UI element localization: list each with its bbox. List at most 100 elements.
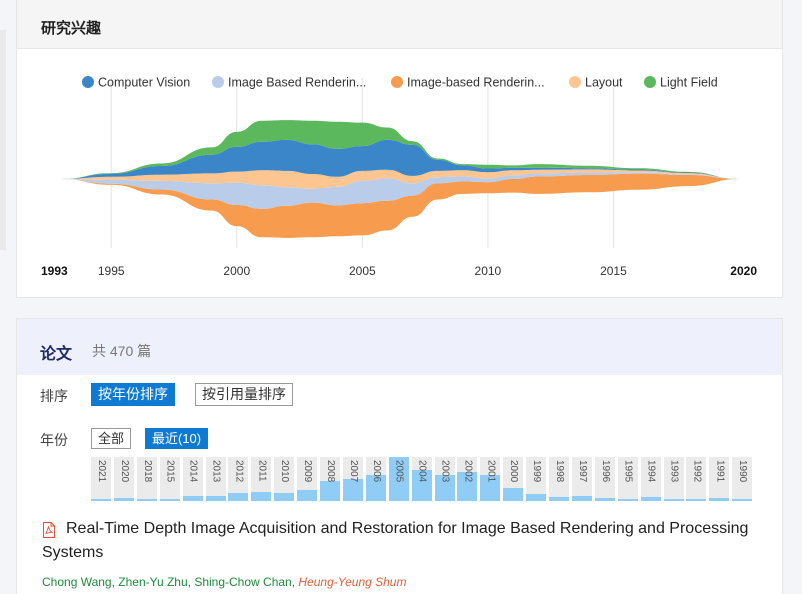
year-bar-label: 2013 bbox=[210, 460, 222, 483]
legend-label: Layout bbox=[585, 76, 623, 90]
year-bar-2011[interactable]: 2011 bbox=[251, 457, 272, 501]
year-bar-label: 1994 bbox=[645, 460, 657, 483]
year-bar-1994[interactable]: 1994 bbox=[640, 457, 661, 501]
legend-item-layout[interactable]: Layout bbox=[569, 76, 623, 90]
year-bar-fill bbox=[594, 497, 615, 501]
year-bar-fill bbox=[732, 499, 753, 501]
year-bar-label: 2005 bbox=[393, 460, 405, 483]
stream-layer-image-based-renderin[interactable] bbox=[61, 172, 739, 209]
author-link[interactable]: Chong Wang bbox=[42, 575, 112, 589]
year-bar-fill bbox=[182, 495, 203, 501]
legend-item-image-based-renderin[interactable]: Image Based Renderin... bbox=[212, 76, 366, 90]
year-all-button[interactable]: 全部 bbox=[91, 428, 132, 449]
year-bar-label: 1993 bbox=[668, 460, 680, 483]
x-tick-label: 2015 bbox=[600, 264, 627, 278]
year-bar-label: 1990 bbox=[737, 460, 749, 483]
sort-by-citation-button[interactable]: 按引用量排序 bbox=[195, 383, 293, 406]
year-bar-1993[interactable]: 1993 bbox=[663, 457, 684, 501]
year-bar-fill bbox=[571, 495, 592, 501]
stream-layer-computer-vision[interactable] bbox=[61, 139, 739, 179]
year-bar-2015[interactable]: 2015 bbox=[159, 457, 180, 501]
author-separator: , bbox=[111, 575, 119, 589]
legend-item-computer-vision[interactable]: Computer Vision bbox=[82, 76, 190, 90]
legend-item-light-field[interactable]: Light Field bbox=[644, 76, 718, 90]
legend-label: Image-based Renderin... bbox=[407, 76, 545, 90]
year-bar-label: 2003 bbox=[439, 460, 451, 483]
year-bar-label: 2000 bbox=[508, 460, 520, 483]
sort-by-year-button[interactable]: 按年份排序 bbox=[91, 383, 175, 406]
year-bar-2018[interactable]: 2018 bbox=[136, 457, 157, 501]
year-bar-2012[interactable]: 2012 bbox=[228, 457, 249, 501]
x-tick-label: 2020 bbox=[730, 264, 757, 278]
year-bar-2006[interactable]: 2006 bbox=[365, 457, 386, 501]
year-recent-button[interactable]: 最近(10) bbox=[145, 428, 209, 449]
year-bar-label: 2014 bbox=[187, 460, 199, 483]
stream-layer-light-field[interactable] bbox=[61, 120, 739, 179]
year-bar-fill bbox=[503, 487, 524, 501]
year-bar-2020[interactable]: 2020 bbox=[113, 457, 134, 501]
author-link[interactable]: Shing-Chow Chan bbox=[194, 575, 292, 589]
year-bar-fill bbox=[91, 498, 111, 501]
year-bar-1999[interactable]: 1999 bbox=[526, 457, 547, 501]
year-bar-1990[interactable]: 1990 bbox=[732, 457, 753, 501]
paper-title-link[interactable]: Real-Time Depth Image Acquisition and Re… bbox=[42, 520, 749, 561]
year-bar-2005[interactable]: 2005 bbox=[388, 457, 409, 501]
year-bar-fill bbox=[640, 497, 661, 501]
year-bar-label: 1991 bbox=[714, 460, 726, 483]
year-bar-2000[interactable]: 2000 bbox=[503, 457, 524, 501]
year-bar-2004[interactable]: 2004 bbox=[411, 457, 432, 501]
year-bar-1997[interactable]: 1997 bbox=[571, 457, 592, 501]
year-bar-label: 1992 bbox=[691, 460, 703, 483]
year-bar-label: 2018 bbox=[141, 460, 153, 483]
year-bar-fill bbox=[434, 474, 455, 501]
year-bar-label: 2020 bbox=[118, 460, 130, 483]
x-tick-label: 1993 bbox=[41, 264, 68, 278]
author-link[interactable]: Heung-Yeung Shum bbox=[298, 575, 407, 589]
year-bar-label: 2021 bbox=[96, 460, 107, 483]
year-bar-2013[interactable]: 2013 bbox=[205, 457, 226, 501]
year-bar-2014[interactable]: 2014 bbox=[182, 457, 203, 501]
year-bar-label: 2008 bbox=[325, 460, 336, 483]
research-interest-card: 研究兴趣 1993 1995 2000 2005 2010 2015 2020 Compute… bbox=[16, 0, 783, 298]
year-bar-label: 2015 bbox=[164, 460, 176, 483]
year-bar-1998[interactable]: 1998 bbox=[549, 457, 569, 501]
year-bar-2008[interactable]: 2008 bbox=[320, 457, 340, 501]
paper-authors: Chong Wang, Zhen-Yu Zhu, Shing-Chow Chan… bbox=[42, 575, 406, 589]
year-bar-fill bbox=[251, 492, 272, 501]
year-bar-1991[interactable]: 1991 bbox=[709, 457, 730, 501]
year-bar-2003[interactable]: 2003 bbox=[434, 457, 455, 501]
year-bar-1992[interactable]: 1992 bbox=[686, 457, 707, 501]
year-bar-label: 2001 bbox=[485, 460, 497, 483]
year-bar-2009[interactable]: 2009 bbox=[297, 457, 318, 501]
year-bar-fill bbox=[663, 499, 684, 501]
legend-item-image-based-renderin[interactable]: Image-based Renderin... bbox=[391, 76, 545, 90]
year-bar-fill bbox=[480, 474, 501, 501]
stream-layer-image-based-renderin[interactable] bbox=[61, 173, 739, 238]
year-bar-1996[interactable]: 1996 bbox=[594, 457, 615, 501]
year-bar-label: 2006 bbox=[370, 460, 382, 483]
pdf-icon[interactable] bbox=[42, 522, 56, 538]
year-bar-2001[interactable]: 2001 bbox=[480, 457, 501, 501]
legend-swatch bbox=[212, 76, 224, 88]
year-bar-label: 2004 bbox=[416, 460, 428, 483]
papers-count: 共 470 篇 bbox=[92, 343, 152, 359]
year-bar-label: 2011 bbox=[256, 460, 268, 482]
year-bar-label: 2009 bbox=[302, 460, 314, 483]
year-bar-label: 1997 bbox=[576, 460, 588, 483]
author-separator: , bbox=[291, 575, 299, 589]
stream-layer-layout[interactable] bbox=[61, 169, 739, 189]
year-bar-2002[interactable]: 2002 bbox=[457, 457, 478, 501]
legend-swatch bbox=[569, 76, 581, 88]
legend-swatch bbox=[391, 76, 403, 88]
year-bar-2010[interactable]: 2010 bbox=[274, 457, 295, 501]
year-bar-fill bbox=[228, 493, 249, 501]
year-bar-fill bbox=[457, 472, 478, 501]
year-bar-2021[interactable]: 2021 bbox=[91, 457, 111, 501]
papers-title: 论文 bbox=[40, 346, 73, 363]
year-bar-2007[interactable]: 2007 bbox=[342, 457, 363, 501]
year-bar-fill bbox=[709, 498, 730, 501]
author-link[interactable]: Zhen-Yu Zhu bbox=[118, 575, 188, 589]
year-bar-1995[interactable]: 1995 bbox=[617, 457, 638, 501]
papers-card: 论文 共 470 篇 排序 按年份排序 按引用量排序 年份 全部 最近(10) … bbox=[16, 318, 783, 594]
research-interest-header: 研究兴趣 bbox=[17, 0, 782, 49]
